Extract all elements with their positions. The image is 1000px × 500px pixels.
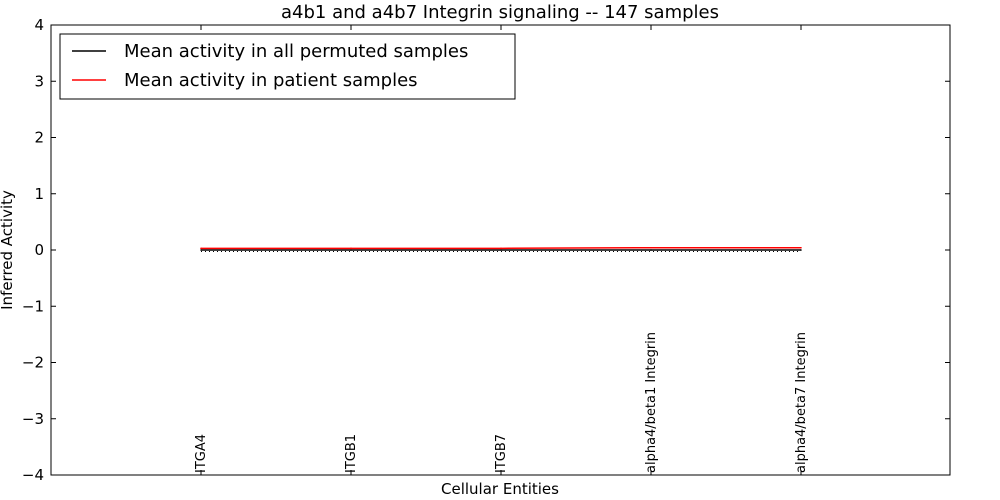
legend-frame — [59, 33, 516, 100]
series-layer — [200, 246, 802, 251]
y-tick-label: −2 — [22, 354, 44, 372]
data-point — [800, 246, 802, 249]
data-point — [350, 249, 352, 251]
y-tick-label: −4 — [22, 466, 44, 484]
legend-label-permuted: Mean activity in all permuted samples — [124, 41, 468, 62]
y-tick-label: −1 — [22, 297, 44, 315]
data-point — [200, 247, 202, 250]
y-tick-label: 0 — [34, 241, 44, 259]
y-axis-label: Inferred Activity — [0, 190, 16, 310]
data-point — [500, 247, 502, 250]
y-tick-label: 2 — [34, 129, 44, 147]
category-label: ITGA4 — [194, 434, 209, 473]
chart-title: a4b1 and a4b7 Integrin signaling -- 147 … — [281, 2, 719, 23]
y-tick-label: 4 — [34, 16, 44, 34]
data-point — [500, 249, 502, 251]
category-label: alpha4/beta1 Integrin — [644, 332, 659, 473]
data-point — [350, 247, 352, 250]
category-label: ITGB1 — [344, 434, 359, 473]
data-point — [650, 249, 652, 251]
y-axis: 4 3 2 1 0 −1 −2 −3 −4 — [22, 16, 950, 484]
x-axis-categories: ITGA4 ITGB1 ITGB7 alpha4/beta1 Integrin alph… — [194, 25, 809, 475]
legend-label-patient: Mean activity in patient samples — [124, 70, 418, 91]
data-point — [800, 249, 802, 251]
y-tick-label: 1 — [34, 185, 44, 203]
y-tick-label: −3 — [22, 410, 44, 428]
y-tick-label: 3 — [34, 72, 44, 90]
category-label: ITGB7 — [494, 434, 509, 473]
data-point — [200, 249, 202, 251]
data-point — [650, 246, 652, 249]
x-axis-label: Cellular Entities — [441, 480, 559, 498]
legend: Mean activity in all permuted samples Me… — [59, 33, 516, 100]
category-label: alpha4/beta7 Integrin — [794, 332, 809, 473]
